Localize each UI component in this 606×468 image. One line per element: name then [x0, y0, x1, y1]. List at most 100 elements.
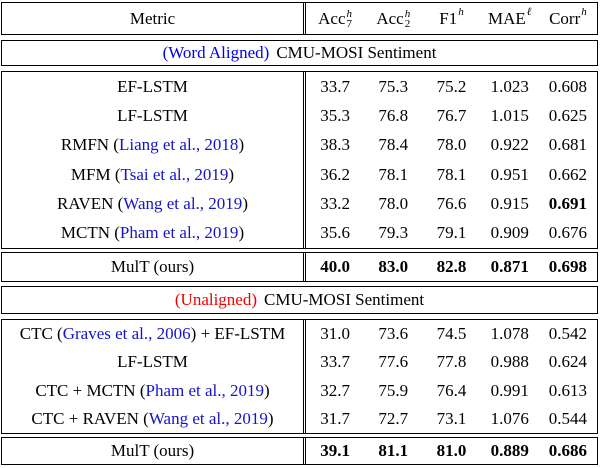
- value-cell: 32.7: [320, 380, 350, 400]
- value-cell: 73.1: [436, 408, 467, 428]
- model-label-ctc-mctn: CTC + MCTN (Pham et al., 2019): [35, 380, 270, 400]
- column-header-acc7: Acc h 7: [318, 7, 353, 30]
- model-label-mult: MulT (ours): [110, 441, 195, 460]
- mult-row-aligned: MulT (ours) 40.0 83.0 82.8 0.871 0.698: [1, 252, 598, 282]
- column-header-corr: Corr h: [549, 6, 587, 28]
- column-header-mae: MAE ℓ: [488, 6, 532, 28]
- value-cell: 0.915: [490, 193, 529, 213]
- model-label-lf-lstm: LF-LSTM: [117, 352, 188, 372]
- banner-tag-word-aligned: (Word Aligned): [162, 43, 270, 62]
- value-cell: 0.988: [490, 352, 529, 372]
- model-label-ctc-ef-lstm: CTC (Graves et al., 2006) + EF-LSTM: [19, 324, 286, 344]
- value-cell-best: 0.686: [548, 441, 588, 460]
- double-rule-separator: [303, 320, 306, 433]
- model-label-mfm: MFM (Tsai et al., 2019): [70, 164, 235, 184]
- table-row: 32.7 75.9 76.4 0.991 0.613: [306, 377, 597, 405]
- citation-link[interactable]: Wang et al., 2019: [123, 193, 243, 213]
- value-cell: 0.909: [490, 223, 529, 243]
- value-cell: 78.4: [378, 135, 409, 155]
- metric-column-header: Metric: [2, 3, 303, 34]
- value-cell: 38.3: [320, 135, 350, 155]
- model-label-raven: RAVEN (Wang et al., 2019): [57, 193, 248, 213]
- banner-tag-unaligned: (Unaligned): [174, 290, 258, 309]
- model-label-lf-lstm: LF-LSTM: [117, 105, 188, 125]
- value-cell: 0.951: [490, 164, 529, 184]
- citation-link[interactable]: Liang et al., 2018: [118, 135, 239, 155]
- value-cell: 75.9: [378, 380, 409, 400]
- value-cell: 75.3: [378, 76, 409, 96]
- value-cell: 35.3: [320, 105, 350, 125]
- value-cell: 31.7: [320, 408, 350, 428]
- value-cell: 76.6: [436, 193, 467, 213]
- citation-link[interactable]: Tsai et al., 2019: [120, 164, 229, 184]
- value-cell: 33.7: [320, 76, 350, 96]
- banner-title: CMU-MOSI Sentiment: [264, 290, 425, 309]
- unaligned-baselines-block: CTC (Graves et al., 2006) + EF-LSTM LF-L…: [1, 319, 598, 434]
- table-row: 36.2 78.1 78.1 0.951 0.662: [306, 160, 597, 189]
- value-cell: 77.6: [378, 352, 409, 372]
- value-cell: 75.2: [436, 76, 467, 96]
- value-cell: 1.076: [490, 408, 529, 428]
- value-cell: 72.7: [378, 408, 409, 428]
- double-rule-separator: [303, 72, 306, 248]
- mult-row-unaligned: MulT (ours) 39.1 81.1 81.0 0.889 0.686: [1, 437, 598, 465]
- citation-link[interactable]: Pham et al., 2019: [119, 223, 239, 243]
- value-cell: 76.7: [436, 105, 467, 125]
- value-cell: 77.8: [436, 352, 467, 372]
- value-cell-best: 81.1: [378, 441, 409, 460]
- value-cell-best: 82.8: [436, 257, 467, 276]
- value-cell-best: 0.691: [548, 193, 588, 213]
- table-row: 40.0 83.0 82.8 0.871 0.698: [306, 253, 597, 281]
- value-cell-best: 39.1: [320, 441, 350, 460]
- table-row: 33.7 75.3 75.2 1.023 0.608: [306, 72, 597, 101]
- value-cell-best: 0.698: [548, 257, 588, 276]
- value-cell: 79.1: [436, 223, 467, 243]
- banner-title: CMU-MOSI Sentiment: [276, 43, 437, 62]
- value-cell: 78.0: [436, 135, 467, 155]
- value-cell-best: 0.871: [490, 257, 529, 276]
- table-row: 33.2 78.0 76.6 0.915 0.691: [306, 189, 597, 218]
- value-cell: 74.5: [436, 324, 467, 344]
- value-cell: 0.662: [548, 164, 588, 184]
- table-header-row: Metric Acc h 7 Acc h 2 F1 h MAE ℓ Corr h: [1, 2, 598, 35]
- value-cell: 76.8: [378, 105, 409, 125]
- section-banner-word-aligned: (Word Aligned) CMU-MOSI Sentiment: [1, 40, 598, 66]
- value-cell: 79.3: [378, 223, 409, 243]
- value-cell: 33.2: [320, 193, 350, 213]
- table-row: 31.7 72.7 73.1 1.076 0.544: [306, 405, 597, 433]
- value-cell-best: 81.0: [436, 441, 467, 460]
- value-cell-best: 0.889: [490, 441, 529, 460]
- value-cell: 0.676: [548, 223, 588, 243]
- model-label-rmfn: RMFN (Liang et al., 2018): [60, 135, 245, 155]
- value-cell: 0.625: [548, 105, 588, 125]
- value-cell: 73.6: [378, 324, 409, 344]
- citation-link[interactable]: Pham et al., 2019: [145, 380, 265, 400]
- value-cell: 0.613: [548, 380, 588, 400]
- double-rule-separator: [303, 438, 306, 464]
- value-cell: 33.7: [320, 352, 350, 372]
- citation-link[interactable]: Graves et al., 2006: [62, 324, 191, 344]
- value-cell: 0.991: [490, 380, 529, 400]
- value-cell: 0.542: [548, 324, 588, 344]
- model-label-ef-lstm: EF-LSTM: [117, 76, 188, 96]
- value-cell: 78.1: [436, 164, 467, 184]
- table-row: 38.3 78.4 78.0 0.922 0.681: [306, 131, 597, 160]
- model-label-ctc-raven: CTC + RAVEN (Wang et al., 2019): [31, 408, 274, 428]
- value-cell: 0.624: [548, 352, 588, 372]
- double-rule-separator: [303, 3, 306, 34]
- metric-label: Metric: [129, 8, 176, 28]
- aligned-baselines-block: EF-LSTM LF-LSTM RMFN (Liang et al., 2018…: [1, 71, 598, 249]
- value-cell-best: 83.0: [378, 257, 409, 276]
- model-label-mult: MulT (ours): [110, 257, 195, 276]
- model-label-mctn: MCTN (Pham et al., 2019): [60, 223, 245, 243]
- citation-link[interactable]: Wang et al., 2019: [148, 408, 268, 428]
- value-cell: 1.015: [490, 105, 529, 125]
- table-row: 35.3 76.8 76.7 1.015 0.625: [306, 101, 597, 130]
- value-cell: 0.608: [548, 76, 588, 96]
- value-cell: 31.0: [320, 324, 350, 344]
- value-cell: 78.1: [378, 164, 409, 184]
- value-cell: 36.2: [320, 164, 350, 184]
